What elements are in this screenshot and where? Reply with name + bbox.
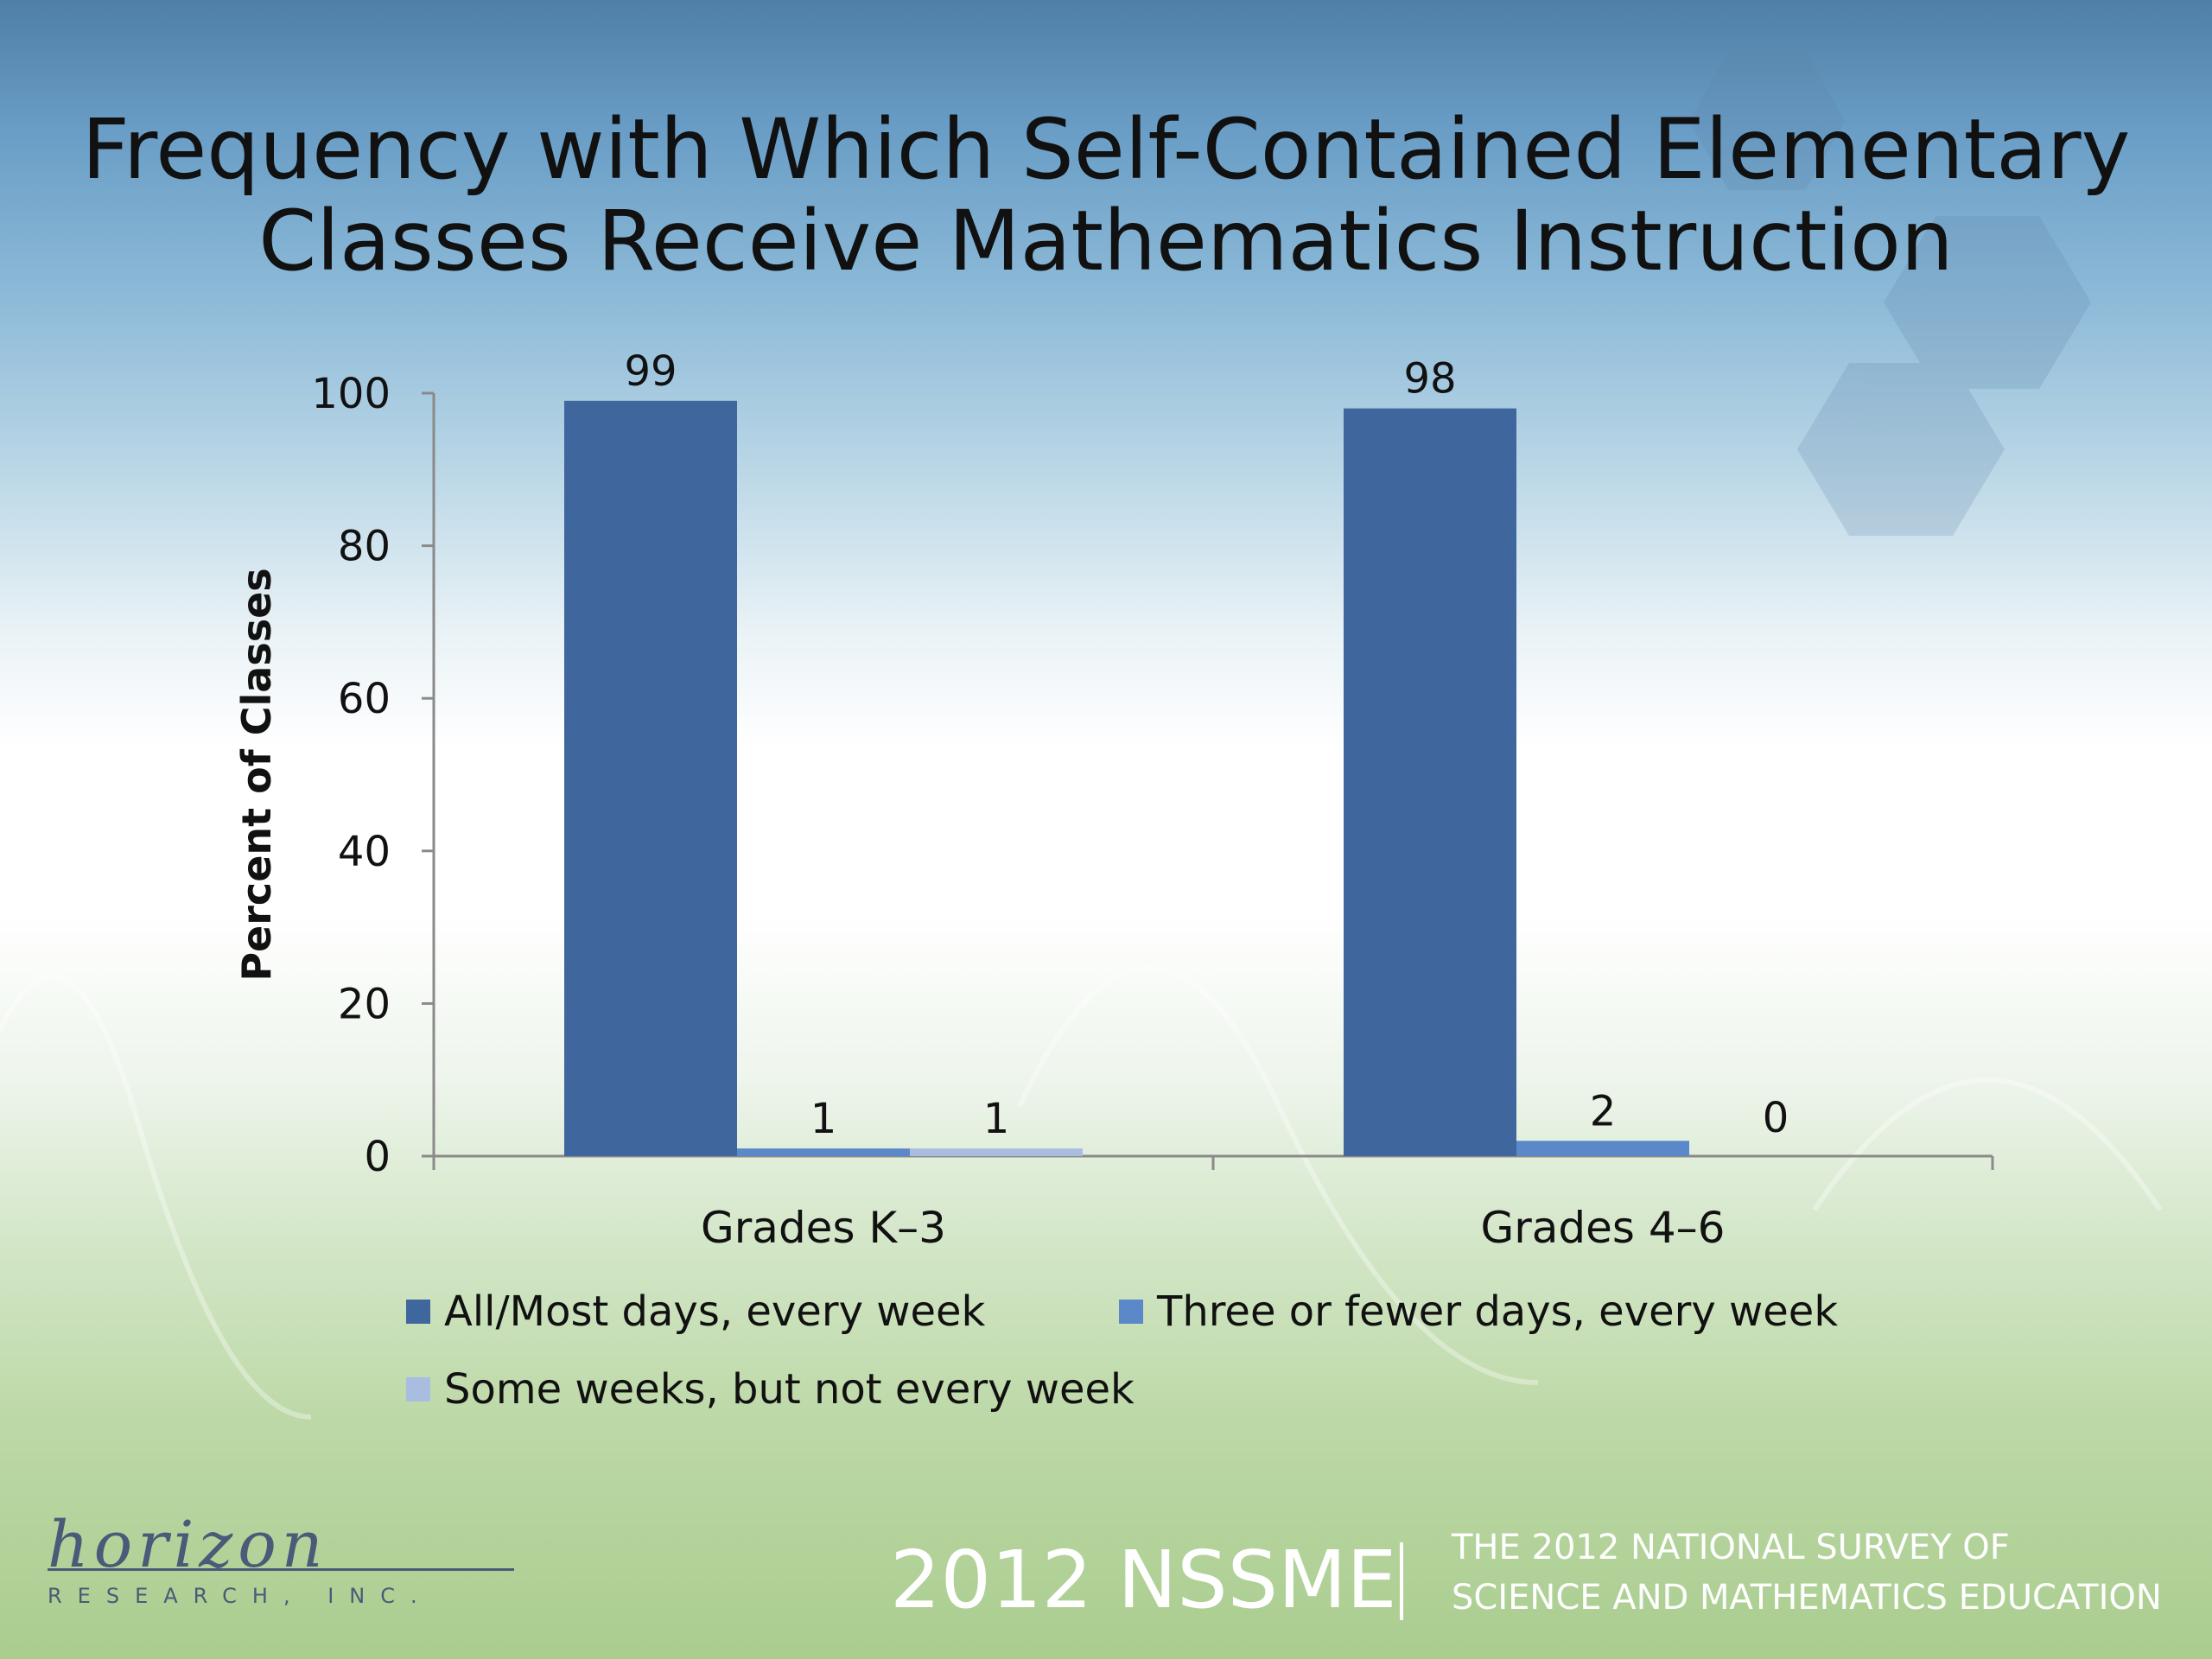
- legend-label-three-or-fewer-days: Three or fewer days, every week: [1157, 1287, 1839, 1336]
- legend-swatch-three-or-fewer-days: [1119, 1300, 1143, 1324]
- logo-underline: [48, 1568, 514, 1571]
- y-tick-label: 80: [338, 523, 391, 571]
- data-label: 99: [624, 347, 677, 396]
- y-tick-label: 0: [364, 1133, 391, 1181]
- data-label: 1: [810, 1095, 837, 1143]
- chart-bars: [564, 400, 1689, 1157]
- legend-swatch-all-most-days: [406, 1300, 430, 1324]
- bar-1-category-1: [564, 400, 737, 1157]
- legend-label-some-weeks: Some weeks, but not every week: [444, 1365, 1135, 1414]
- y-tick-label: 100: [311, 370, 391, 418]
- x-category-label: Grades K–3: [701, 1203, 946, 1253]
- data-label: 98: [1403, 355, 1456, 404]
- footer-survey-label: 2012 NSSME: [890, 1534, 1397, 1626]
- footer-survey-name: THE 2012 NATIONAL SURVEY OF SCIENCE AND …: [1452, 1522, 2162, 1623]
- legend-swatch-some-weeks: [406, 1377, 430, 1402]
- data-label: 0: [1763, 1094, 1789, 1142]
- slide-title: Frequency with Which Self-Contained Elem…: [0, 104, 2212, 287]
- slide-title-line-1: Frequency with Which Self-Contained Elem…: [81, 101, 2131, 198]
- footer-survey-line-1: THE 2012 NATIONAL SURVEY OF: [1452, 1528, 2010, 1567]
- data-label: 2: [1590, 1087, 1617, 1135]
- bar-3-category-1: [910, 1148, 1083, 1156]
- y-tick-label: 60: [338, 675, 391, 723]
- legend-item-some-weeks: Some weeks, but not every week: [406, 1365, 1135, 1414]
- legend-item-all-most-days: All/Most days, every week: [406, 1287, 985, 1336]
- y-tick-label: 40: [338, 828, 391, 876]
- footer-survey-line-2: SCIENCE AND MATHEMATICS EDUCATION: [1452, 1578, 2162, 1618]
- y-axis-label: Percent of Classes: [233, 568, 280, 981]
- slide-title-line-2: Classes Receive Mathematics Instruction: [258, 193, 1954, 289]
- horizon-research-logo: horizon RESEARCH, INC.: [48, 1508, 531, 1620]
- logo-subtext: RESEARCH, INC.: [48, 1584, 433, 1608]
- bar-2-category-1: [737, 1148, 910, 1156]
- bar-1-category-2: [1344, 408, 1516, 1156]
- logo-script-text: horizon: [48, 1508, 328, 1582]
- bar-2-category-2: [1516, 1141, 1689, 1156]
- x-category-label: Grades 4–6: [1480, 1203, 1725, 1253]
- legend-item-three-or-fewer-days: Three or fewer days, every week: [1119, 1287, 1838, 1336]
- data-label: 1: [983, 1095, 1010, 1143]
- legend-label-all-most-days: All/Most days, every week: [444, 1287, 986, 1336]
- footer-separator: [1400, 1542, 1403, 1620]
- y-tick-label: 20: [338, 980, 391, 1028]
